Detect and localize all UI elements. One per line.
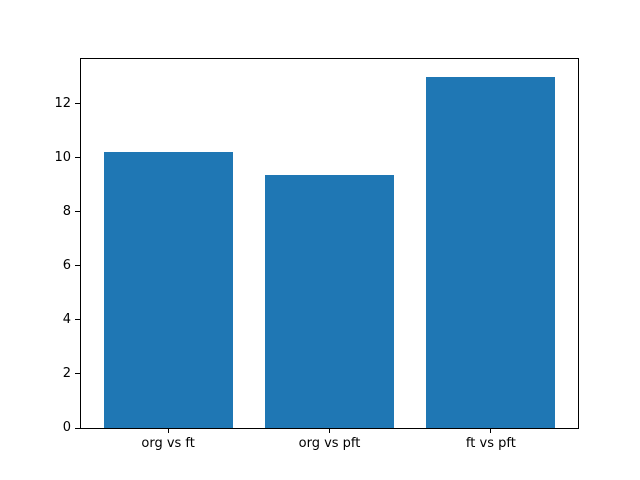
x-tick-mark xyxy=(490,428,492,433)
bar-ft-vs-pft xyxy=(426,76,556,428)
y-tick-label: 6 xyxy=(62,257,71,273)
y-tick-mark xyxy=(75,211,80,213)
y-tick-mark xyxy=(75,265,80,267)
x-tick-mark xyxy=(167,428,169,433)
y-tick-label: 8 xyxy=(62,203,71,219)
bar-org-vs-ft xyxy=(103,152,233,428)
x-tick-label: ft vs pft xyxy=(465,436,516,451)
plot-area: 0 2 4 6 8 10 12 org vs ft org vs pft ft vs pft xyxy=(54,58,579,451)
y-tick-label: 4 xyxy=(62,311,71,327)
y-tick-mark xyxy=(75,157,80,159)
y-tick-label: 0 xyxy=(62,420,71,435)
y-tick-label: 10 xyxy=(54,149,71,165)
x-tick-mark xyxy=(329,428,330,433)
y-tick-mark xyxy=(75,319,80,321)
x-tick-label: org vs pft xyxy=(298,436,361,451)
y-tick-label: 2 xyxy=(62,365,71,381)
y-tick-label: 12 xyxy=(54,95,71,111)
y-tick-mark xyxy=(75,427,80,429)
y-tick-mark xyxy=(75,373,80,375)
bar-org-vs-pft xyxy=(264,175,395,428)
y-tick-mark xyxy=(75,103,80,105)
x-tick-label: org vs ft xyxy=(141,436,195,451)
